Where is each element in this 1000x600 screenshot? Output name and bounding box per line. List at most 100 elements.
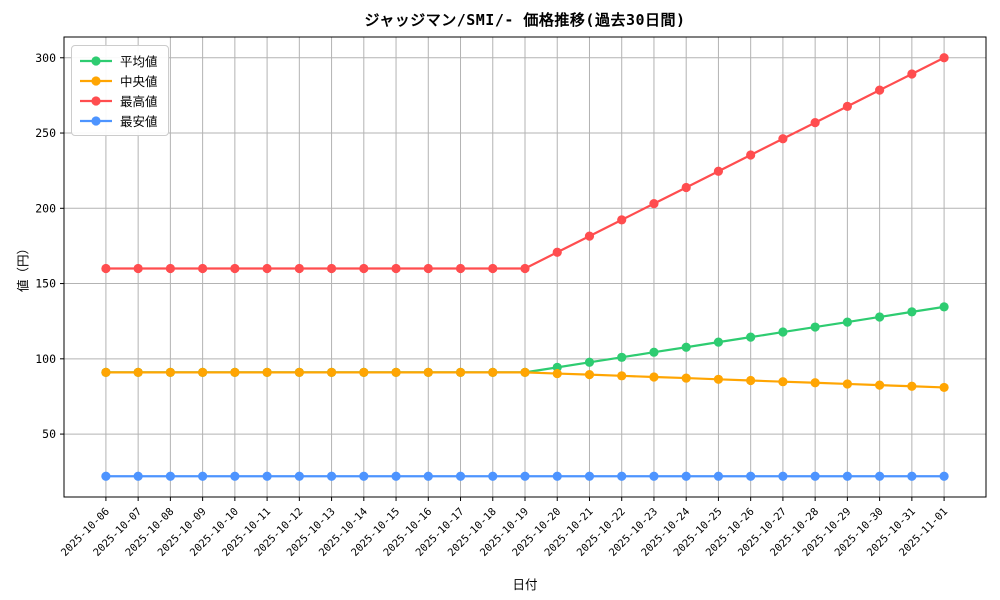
- legend-item-average: 平均値: [79, 51, 158, 70]
- legend-marker-median: [80, 75, 112, 86]
- data-point-max: [294, 263, 304, 274]
- data-point-median: [939, 382, 949, 393]
- data-point-min: [294, 471, 304, 481]
- data-point-average: [713, 337, 724, 347]
- data-point-max: [746, 150, 756, 160]
- data-point-min: [133, 471, 143, 481]
- data-point-max: [133, 263, 143, 274]
- y-tick-label: 250: [35, 126, 56, 140]
- data-point-min: [326, 471, 337, 481]
- data-point-max: [810, 118, 820, 128]
- data-point-average: [810, 322, 820, 332]
- data-point-min: [713, 471, 724, 481]
- data-point-max: [391, 263, 401, 274]
- data-point-median: [230, 367, 240, 377]
- data-point-max: [778, 134, 788, 144]
- legend-dot-icon: [91, 115, 101, 126]
- x-axis-label: 日付: [512, 577, 538, 592]
- series-max: [101, 53, 949, 274]
- data-point-median: [681, 373, 691, 383]
- data-point-min: [907, 471, 917, 481]
- data-point-max: [101, 263, 111, 274]
- data-point-median: [101, 367, 111, 377]
- data-point-max: [584, 231, 595, 241]
- legend-marker-min: [80, 115, 112, 126]
- data-point-median: [552, 368, 562, 379]
- data-point-min: [842, 471, 852, 481]
- y-tick-labels: 50 100 150 200 250 300: [35, 51, 56, 441]
- y-tick-label: 150: [35, 277, 56, 291]
- data-point-max: [198, 263, 208, 274]
- data-point-median: [713, 374, 724, 384]
- plot-frame: [63, 36, 987, 498]
- data-point-min: [649, 471, 659, 481]
- data-point-median: [875, 380, 885, 390]
- legend-marker-max: [80, 95, 112, 106]
- data-point-average: [617, 352, 627, 362]
- data-point-average: [907, 307, 917, 317]
- data-point-median: [133, 367, 143, 377]
- data-point-median: [488, 367, 498, 377]
- data-point-median: [262, 367, 272, 377]
- data-point-min: [778, 471, 788, 481]
- data-point-min: [746, 471, 756, 481]
- legend: 平均値中央値最高値最安値: [71, 45, 169, 136]
- data-point-average: [681, 342, 691, 352]
- data-point-min: [165, 471, 175, 481]
- data-point-min: [359, 471, 369, 481]
- data-point-median: [810, 378, 820, 388]
- data-point-min: [488, 471, 498, 481]
- legend-dot-icon: [91, 75, 101, 86]
- data-point-median: [649, 372, 659, 382]
- data-point-average: [649, 347, 659, 357]
- data-point-median: [294, 367, 304, 377]
- data-point-min: [681, 471, 691, 481]
- data-point-max: [165, 263, 175, 274]
- y-tick-label: 100: [35, 352, 56, 366]
- series-median: [101, 367, 949, 393]
- data-point-max: [552, 247, 562, 257]
- legend-dot-icon: [91, 95, 101, 106]
- legend-label-max: 最高値: [120, 94, 158, 109]
- data-point-median: [198, 367, 208, 377]
- data-point-max: [617, 215, 627, 225]
- data-point-average: [746, 332, 756, 342]
- data-point-min: [584, 471, 595, 481]
- legend-label-average: 平均値: [120, 54, 158, 69]
- data-point-max: [681, 182, 691, 193]
- data-point-median: [584, 370, 595, 380]
- data-point-max: [326, 263, 337, 274]
- data-point-median: [520, 367, 530, 377]
- data-point-min: [552, 471, 562, 481]
- data-point-max: [875, 85, 885, 95]
- data-point-average: [778, 327, 788, 337]
- data-point-median: [391, 367, 401, 377]
- data-point-max: [842, 101, 852, 111]
- data-point-median: [423, 367, 433, 377]
- series-min: [101, 471, 949, 481]
- data-point-average: [584, 357, 595, 367]
- y-axis-label: 値（円）: [15, 241, 31, 293]
- data-point-median: [907, 381, 917, 391]
- legend-label-median: 中央値: [120, 74, 158, 89]
- data-point-median: [359, 367, 369, 377]
- axis-ticks: [60, 57, 945, 501]
- legend-item-max: 最高値: [79, 91, 158, 110]
- legend-label-min: 最安値: [120, 114, 158, 129]
- data-point-min: [455, 471, 466, 481]
- x-tick-labels: 2025-10-062025-10-072025-10-082025-10-09…: [59, 506, 950, 559]
- data-point-median: [326, 367, 337, 377]
- data-point-average: [939, 302, 949, 312]
- data-point-min: [101, 471, 111, 481]
- data-point-max: [907, 69, 917, 79]
- data-point-min: [617, 471, 627, 481]
- data-point-min: [423, 471, 433, 481]
- y-tick-label: 300: [35, 51, 56, 65]
- data-point-max: [455, 263, 466, 274]
- data-point-min: [230, 471, 240, 481]
- legend-marker-average: [80, 55, 112, 66]
- data-point-median: [778, 377, 788, 387]
- legend-dot-icon: [91, 55, 101, 66]
